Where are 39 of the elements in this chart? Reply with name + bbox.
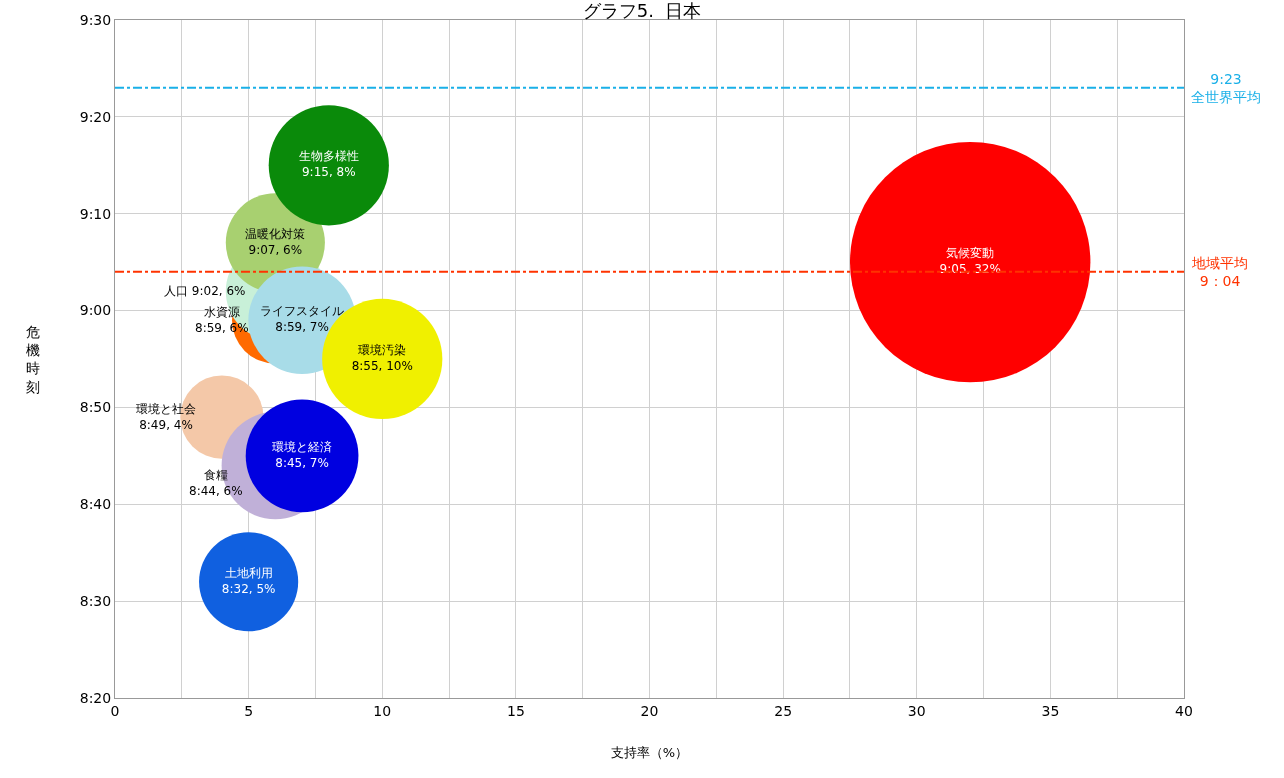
x-tick-label: 35	[1041, 702, 1060, 719]
series-label: 温暖化対策	[245, 226, 306, 241]
x-tick-label: 20	[640, 702, 659, 719]
data-label: 8:32, 5%	[221, 581, 276, 596]
y-tick-label: 8:50	[79, 399, 112, 416]
x-tick-label: 25	[774, 702, 793, 719]
series-label: 食糧	[203, 468, 228, 482]
y-tick-label: 8:40	[79, 496, 112, 513]
x-tick-label: 15	[506, 702, 525, 719]
y-axis-title: 危機時刻	[26, 324, 40, 395]
y-tick-label: 9:00	[79, 302, 112, 319]
data-label: 8:44, 6%	[189, 483, 243, 498]
text: 人口 9:02, 6%	[164, 284, 246, 298]
x-tick-label: 10	[373, 702, 392, 719]
series-label: 水資源	[203, 305, 240, 319]
y-tick-label: 9:30	[79, 11, 112, 28]
series-label: 気候変動	[946, 246, 995, 261]
y-tick-label: 9:20	[79, 108, 112, 125]
y-tick-label: 8:20	[79, 689, 112, 706]
x-tick-label: 0	[110, 702, 120, 719]
data-label: 8:45, 7%	[275, 455, 329, 470]
ref-line-label: 9:23 全世界平均	[1191, 71, 1261, 106]
data-label: 8:55, 10%	[351, 358, 413, 373]
x-tick-label: 5	[244, 702, 254, 719]
data-label: 9:07, 6%	[248, 242, 303, 257]
ref-line-label: 地域平均 9：04	[1191, 255, 1248, 290]
series-label: 環境と経済	[272, 440, 333, 455]
data-label: 8:49, 4%	[139, 417, 193, 432]
chart-title: グラフ5. 日本	[582, 0, 702, 21]
x-tick-label: 40	[1175, 702, 1193, 719]
y-tick-label: 8:30	[79, 593, 112, 610]
data-label: 9:15, 8%	[301, 165, 356, 180]
x-tick-label: 30	[907, 702, 926, 719]
y-tick-label: 9:10	[79, 205, 112, 222]
series-label: 環境と社会	[136, 402, 196, 416]
x-axis-title: 支持率（%）	[610, 745, 689, 761]
series-label: 生物多様性	[298, 149, 359, 164]
series-label: 環境汚染	[358, 343, 407, 358]
series-label: 土地利用	[224, 565, 273, 580]
